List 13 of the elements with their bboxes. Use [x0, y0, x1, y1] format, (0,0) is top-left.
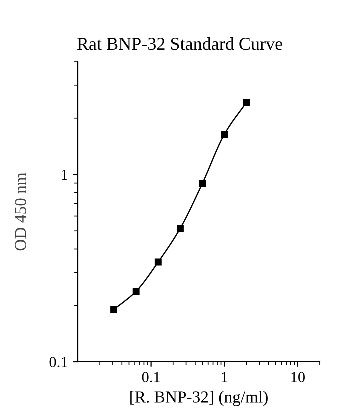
point: [199, 180, 206, 188]
point: [110, 306, 118, 314]
x-tick-label: 10: [292, 372, 305, 382]
chart-title: Rat BNP-32 Standard Curve: [77, 37, 282, 50]
point: [177, 225, 184, 232]
point: [154, 258, 162, 266]
y-axis-title: OD 450 nm: [15, 172, 26, 251]
x-tick-label: 0.1: [142, 372, 160, 383]
x-tick-label: 1: [222, 372, 228, 382]
point: [221, 131, 228, 138]
x-axis-title: [R. BNP-32] (ng/ml): [130, 391, 268, 406]
point: [132, 288, 140, 295]
point: [243, 99, 250, 106]
